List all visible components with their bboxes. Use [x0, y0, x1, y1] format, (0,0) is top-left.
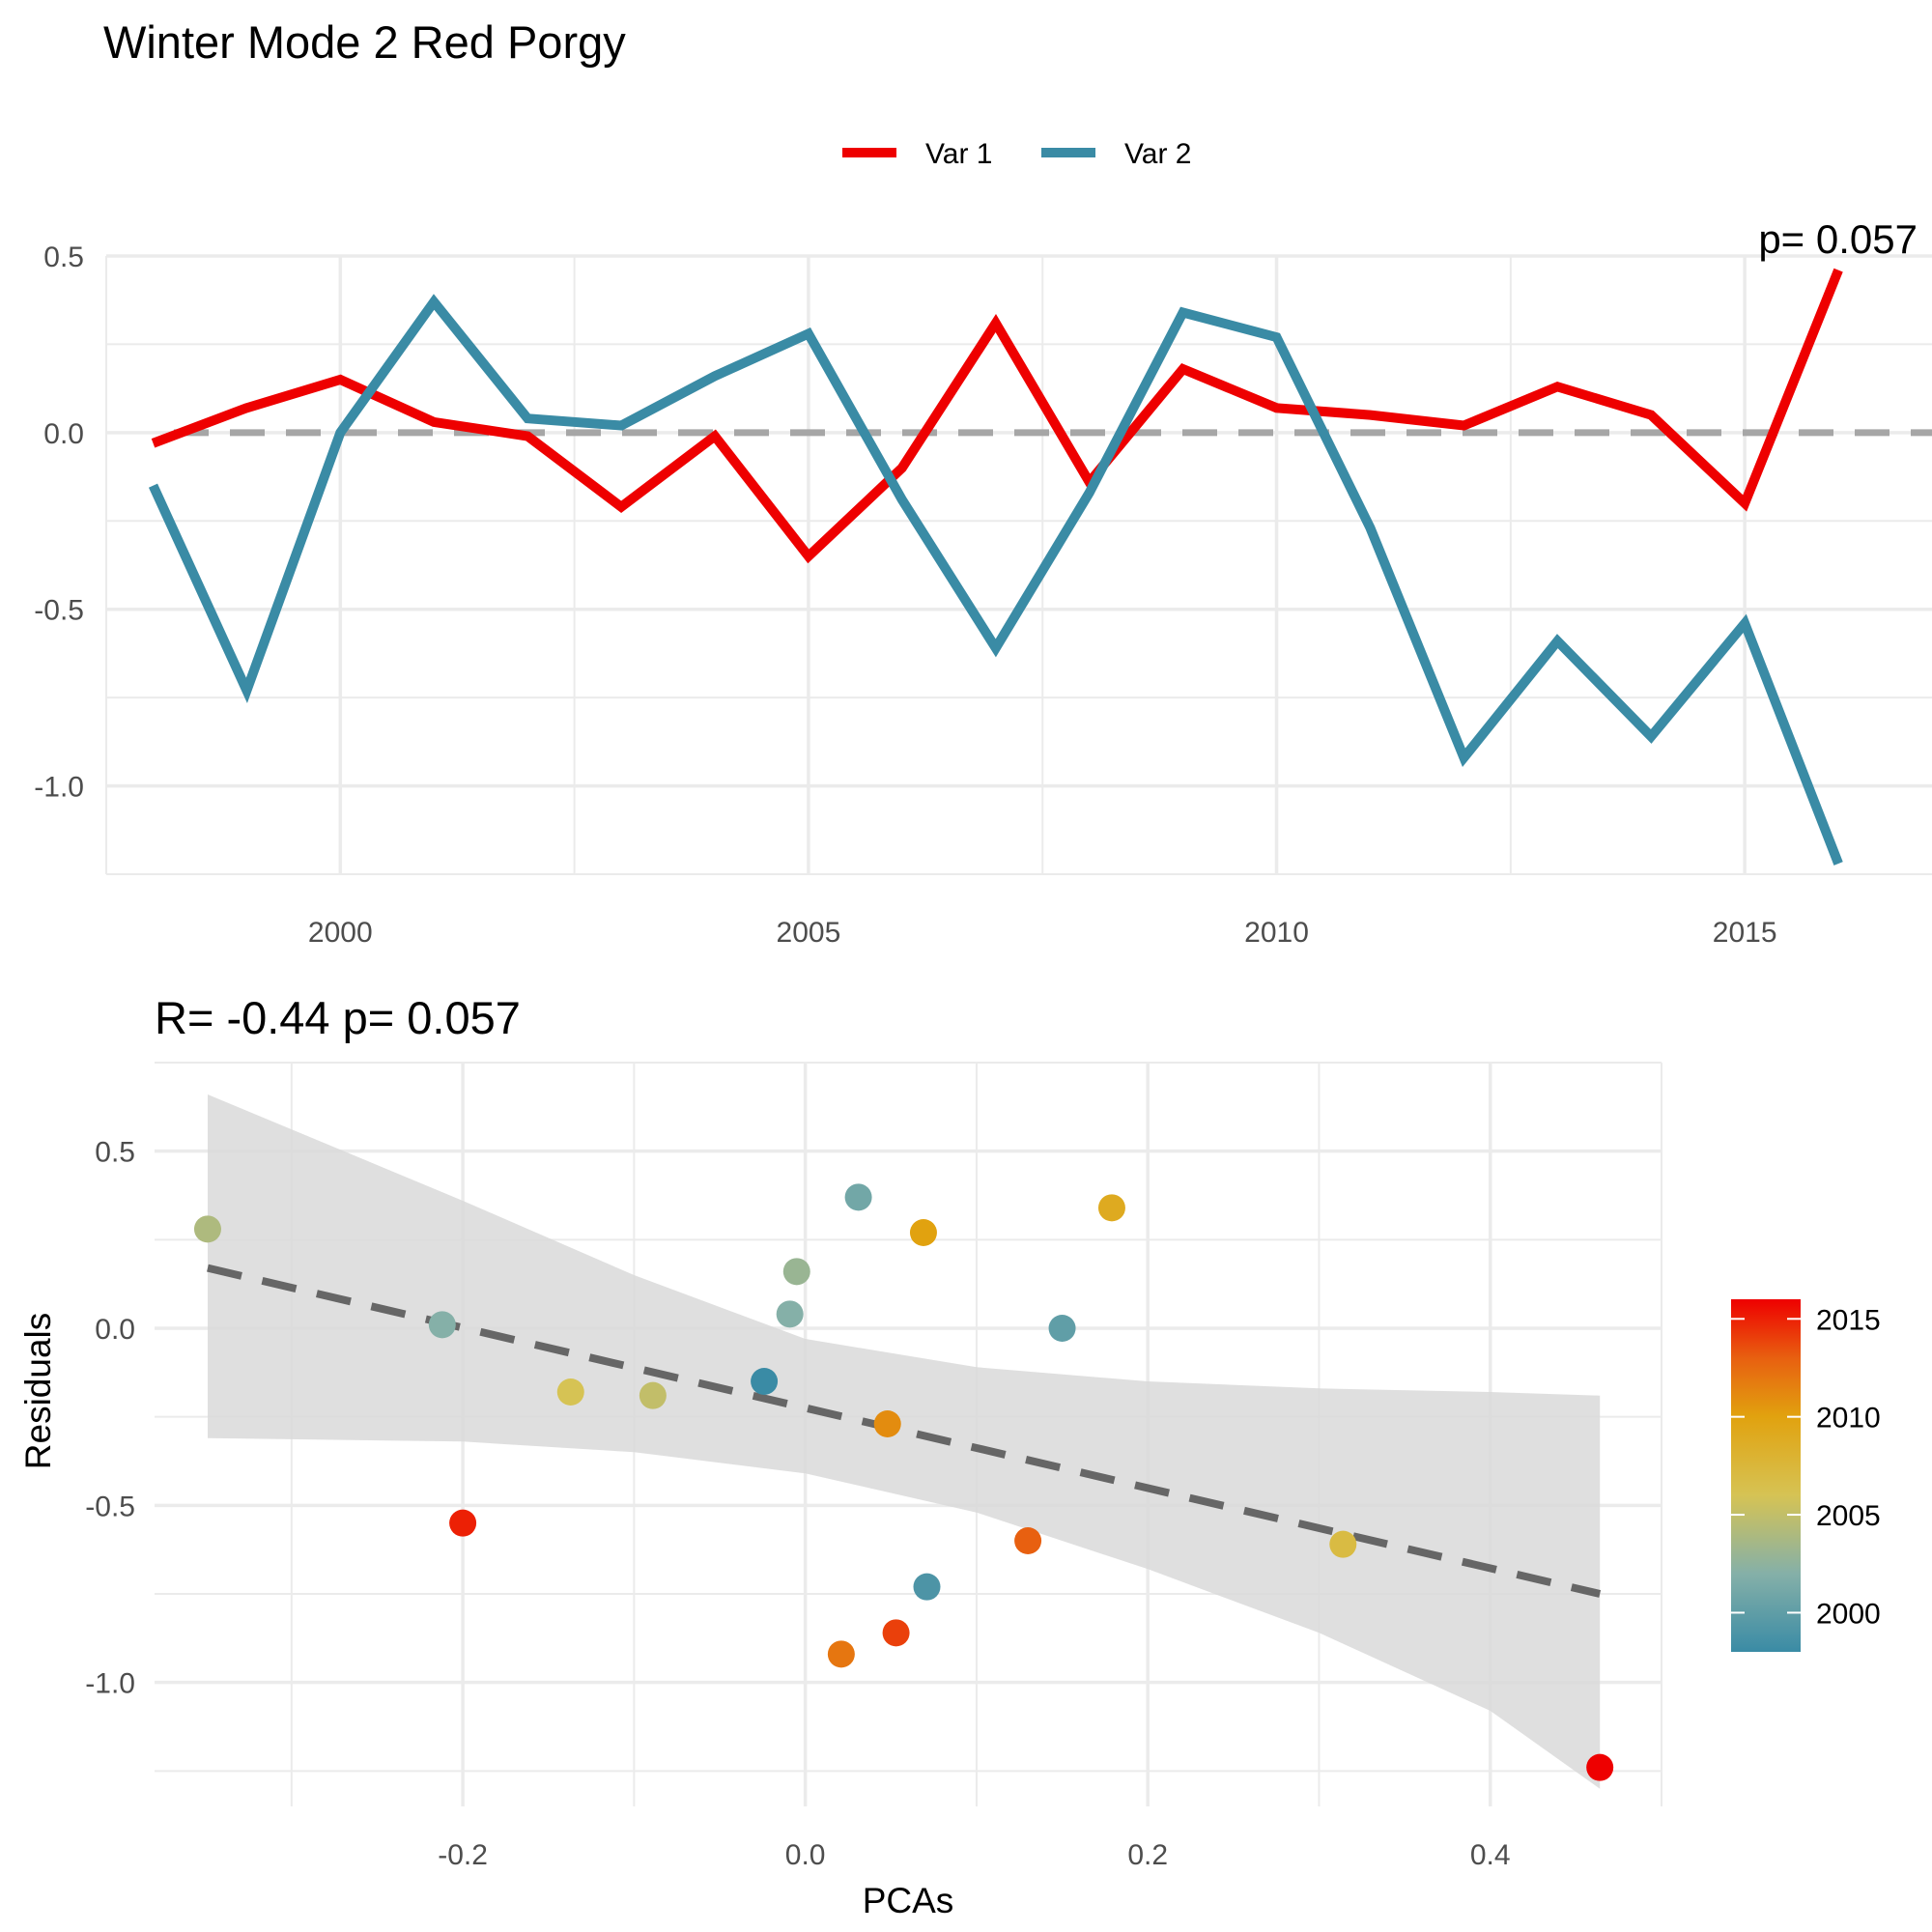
scatter-point: [639, 1381, 667, 1409]
legend: Var 1 Var 2: [842, 138, 1191, 170]
series-line-var-2: [148, 294, 1843, 866]
y-tick-label: 0.5: [43, 242, 84, 273]
scatter-point: [776, 1300, 804, 1328]
colorbar-tick-label: 2015: [1816, 1304, 1881, 1336]
scatter-panel: -0.2 0.0 0.2 0.4 0.5 0.0 -0.5 -1.0: [85, 1062, 1662, 1871]
scatter-point: [1014, 1527, 1042, 1554]
colorbar-tick-label: 2010: [1816, 1403, 1881, 1435]
scatter-point: [827, 1640, 855, 1668]
scatter-point: [1048, 1315, 1076, 1342]
colorbar-tick-label: 2000: [1816, 1598, 1881, 1630]
colorbar-gradient: [1731, 1299, 1801, 1652]
confidence-ribbon: [208, 1094, 1601, 1789]
confidence-band: [208, 1094, 1601, 1789]
scatter-point: [844, 1183, 872, 1211]
x-tick-label: 2000: [308, 917, 373, 949]
series-line-var-1: [151, 268, 1843, 564]
y-tick-label: -0.5: [34, 595, 84, 627]
y-tick-label: -0.5: [85, 1491, 135, 1522]
scatter-point: [428, 1311, 456, 1339]
y-tick-label: 0.0: [43, 418, 84, 450]
legend-label-var-1: Var 1: [925, 138, 992, 170]
scatter-point: [909, 1219, 937, 1246]
x-tick-label: 0.4: [1470, 1839, 1511, 1871]
time-series-lines: [148, 268, 1843, 866]
scatter-points: [193, 1183, 1614, 1781]
y-tick-label: 0.5: [95, 1137, 135, 1169]
colorbar-tick-label: 2005: [1816, 1500, 1881, 1532]
legend-label-var-2: Var 2: [1124, 138, 1191, 170]
scatter-point: [1329, 1530, 1357, 1558]
x-tick-label: 0.2: [1127, 1839, 1168, 1871]
scatter-point: [1097, 1194, 1125, 1222]
x-tick-label: 2015: [1713, 917, 1777, 949]
scatter-point: [449, 1509, 477, 1537]
corner-stat-text: p= 0.057: [1758, 216, 1918, 262]
scatter-point: [882, 1619, 910, 1647]
scatter-point: [873, 1410, 901, 1437]
x-tick-label: 2005: [777, 917, 841, 949]
y-axis-label: Residuals: [18, 1313, 58, 1469]
time-series-panel: 2000 2005 2010 2015 0.5 0.0 -0.5 -1.0 p= 0.057: [34, 216, 1932, 949]
x-tick-label: 2010: [1244, 917, 1309, 949]
time-series-grid: [105, 254, 1932, 875]
y-tick-label: -1.0: [34, 772, 84, 804]
scatter-point: [193, 1215, 221, 1243]
scatter-point: [782, 1258, 810, 1286]
figure-title: Winter Mode 2 Red Porgy: [103, 16, 626, 68]
x-tick-label: 0.0: [785, 1839, 826, 1871]
time-series-ticks: 2000 2005 2010 2015 0.5 0.0 -0.5 -1.0: [34, 242, 1776, 949]
scatter-ticks: -0.2 0.0 0.2 0.4 0.5 0.0 -0.5 -1.0: [85, 1137, 1510, 1871]
y-tick-label: 0.0: [95, 1314, 135, 1346]
x-tick-label: -0.2: [438, 1839, 488, 1871]
x-axis-label: PCAs: [863, 1881, 954, 1920]
scatter-point: [751, 1368, 779, 1395]
year-colorbar: 2015 2010 2005 2000: [1731, 1299, 1881, 1652]
scatter-point: [556, 1378, 584, 1406]
scatter-point: [913, 1573, 941, 1601]
scatter-point: [1586, 1753, 1614, 1781]
scatter-title: R= -0.44 p= 0.057: [155, 992, 521, 1043]
y-tick-label: -1.0: [85, 1668, 135, 1700]
